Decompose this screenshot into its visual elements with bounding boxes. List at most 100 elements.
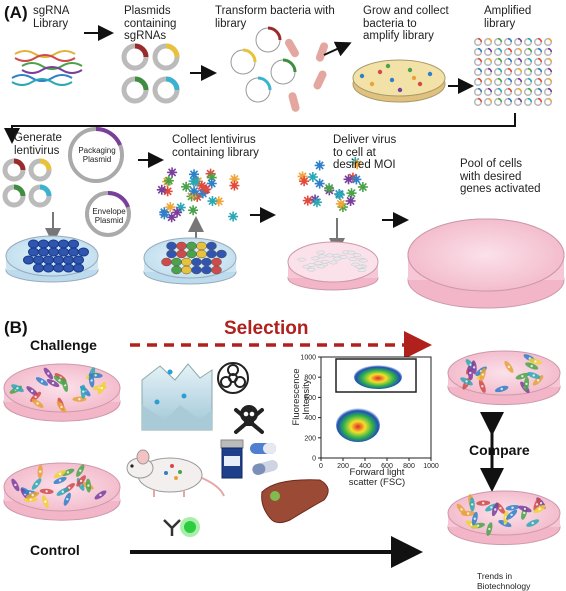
cell — [48, 247, 59, 257]
compare-label: Compare — [469, 442, 530, 458]
x-tick-label: 0 — [319, 463, 323, 470]
virus-particle — [357, 181, 368, 192]
challenge-dish — [3, 363, 121, 422]
cell — [206, 249, 217, 259]
y-tick-label: 0 — [312, 456, 316, 463]
y-tick-label: 600 — [304, 395, 316, 402]
cell — [43, 255, 54, 265]
collection-dish — [143, 237, 237, 285]
cell — [58, 247, 69, 257]
virus-particle — [165, 202, 176, 213]
virus-particle — [201, 184, 212, 195]
virus-particle — [181, 181, 192, 192]
selection-label: Selection — [224, 318, 309, 339]
step-plasmids: Plasmids containing sgRNAs — [124, 5, 177, 42]
virus-particle — [159, 209, 170, 220]
lentivirus-cluster — [156, 167, 240, 223]
cell — [48, 239, 59, 249]
cell — [58, 239, 69, 249]
cell — [211, 257, 222, 267]
cell — [68, 247, 79, 257]
virus-particle — [314, 178, 325, 189]
virus-particle — [189, 169, 200, 180]
step-pool: Pool of cells with desired genes activated — [460, 158, 541, 195]
cell — [191, 257, 202, 267]
cell — [311, 256, 320, 261]
cell — [63, 255, 74, 265]
cell — [28, 247, 39, 257]
control-result-dish — [447, 490, 561, 546]
virus-particle — [324, 183, 335, 194]
virus-particle — [162, 186, 173, 197]
cell — [53, 263, 64, 273]
cell — [73, 263, 84, 273]
x-tick-label: 1000 — [423, 463, 439, 470]
x-tick-label: 600 — [381, 463, 393, 470]
y-tick-label: 800 — [304, 375, 316, 382]
step-sgrna-library: sgRNA Library — [33, 5, 70, 30]
cell — [348, 257, 358, 261]
bacteria-transform-icon — [230, 26, 329, 112]
cell — [68, 239, 79, 249]
cell — [196, 249, 207, 259]
virus-particle — [302, 195, 313, 206]
step-generate: Generate lentivirus — [14, 132, 62, 157]
cell — [201, 257, 212, 267]
control-dish — [3, 462, 121, 521]
panel-a-label: (A) — [4, 3, 28, 22]
flow-y-axis-label: Fluorescence Intensity — [291, 368, 312, 426]
cell — [352, 253, 362, 258]
biohazard-icon — [217, 362, 249, 394]
amplified-library-grid — [473, 37, 553, 107]
virus-particle — [189, 186, 200, 197]
culture-plate-icon — [352, 59, 446, 103]
x-tick-label: 200 — [337, 463, 349, 470]
x-tick-label: 400 — [359, 463, 371, 470]
virus-delivery-cluster — [297, 156, 368, 213]
cell — [73, 255, 84, 265]
envelope-plasmid-label: Envelope Plasmid — [92, 207, 126, 225]
cell — [307, 267, 316, 272]
control-label: Control — [30, 542, 80, 558]
virus-particle — [188, 205, 199, 216]
cell — [171, 265, 182, 275]
cell — [316, 250, 325, 255]
cell — [191, 265, 202, 275]
arrow — [323, 41, 352, 57]
virus-particle — [156, 184, 167, 195]
flow-x-axis-label: Forward light scatter (FSC) — [348, 467, 406, 488]
cell — [333, 256, 342, 261]
cell — [166, 249, 177, 259]
virus-particle — [299, 176, 310, 187]
x-tick-label: 800 — [403, 463, 415, 470]
step-transform: Transform bacteria with library — [215, 5, 335, 30]
step-deliver: Deliver virus to cell at desired MOI — [333, 134, 397, 171]
cell — [196, 241, 207, 251]
virus-particle — [172, 207, 183, 218]
challenge-label: Challenge — [30, 337, 97, 353]
cell — [357, 268, 367, 273]
virus-particle — [207, 196, 218, 207]
step-grow: Grow and collect bacteria to amplify libra… — [363, 5, 449, 42]
virus-particle — [167, 167, 178, 178]
virus-particle — [228, 211, 239, 222]
cell — [53, 255, 64, 265]
step-collect: Collect lentivirus containing library — [172, 134, 259, 159]
cell — [297, 257, 306, 262]
cell — [28, 239, 39, 249]
cell — [201, 265, 212, 275]
flow-connector — [4, 113, 516, 144]
sgrna-strands-icon — [11, 50, 83, 86]
pool-dish — [407, 218, 565, 309]
cell — [33, 255, 44, 265]
cell — [38, 247, 49, 257]
cell — [216, 249, 227, 259]
cell — [359, 258, 368, 263]
cell — [166, 241, 177, 251]
virus-particle — [352, 159, 363, 170]
virus-particle — [343, 174, 354, 185]
cell — [23, 255, 34, 265]
panel-b-label: (B) — [4, 318, 28, 337]
cell — [176, 249, 187, 259]
